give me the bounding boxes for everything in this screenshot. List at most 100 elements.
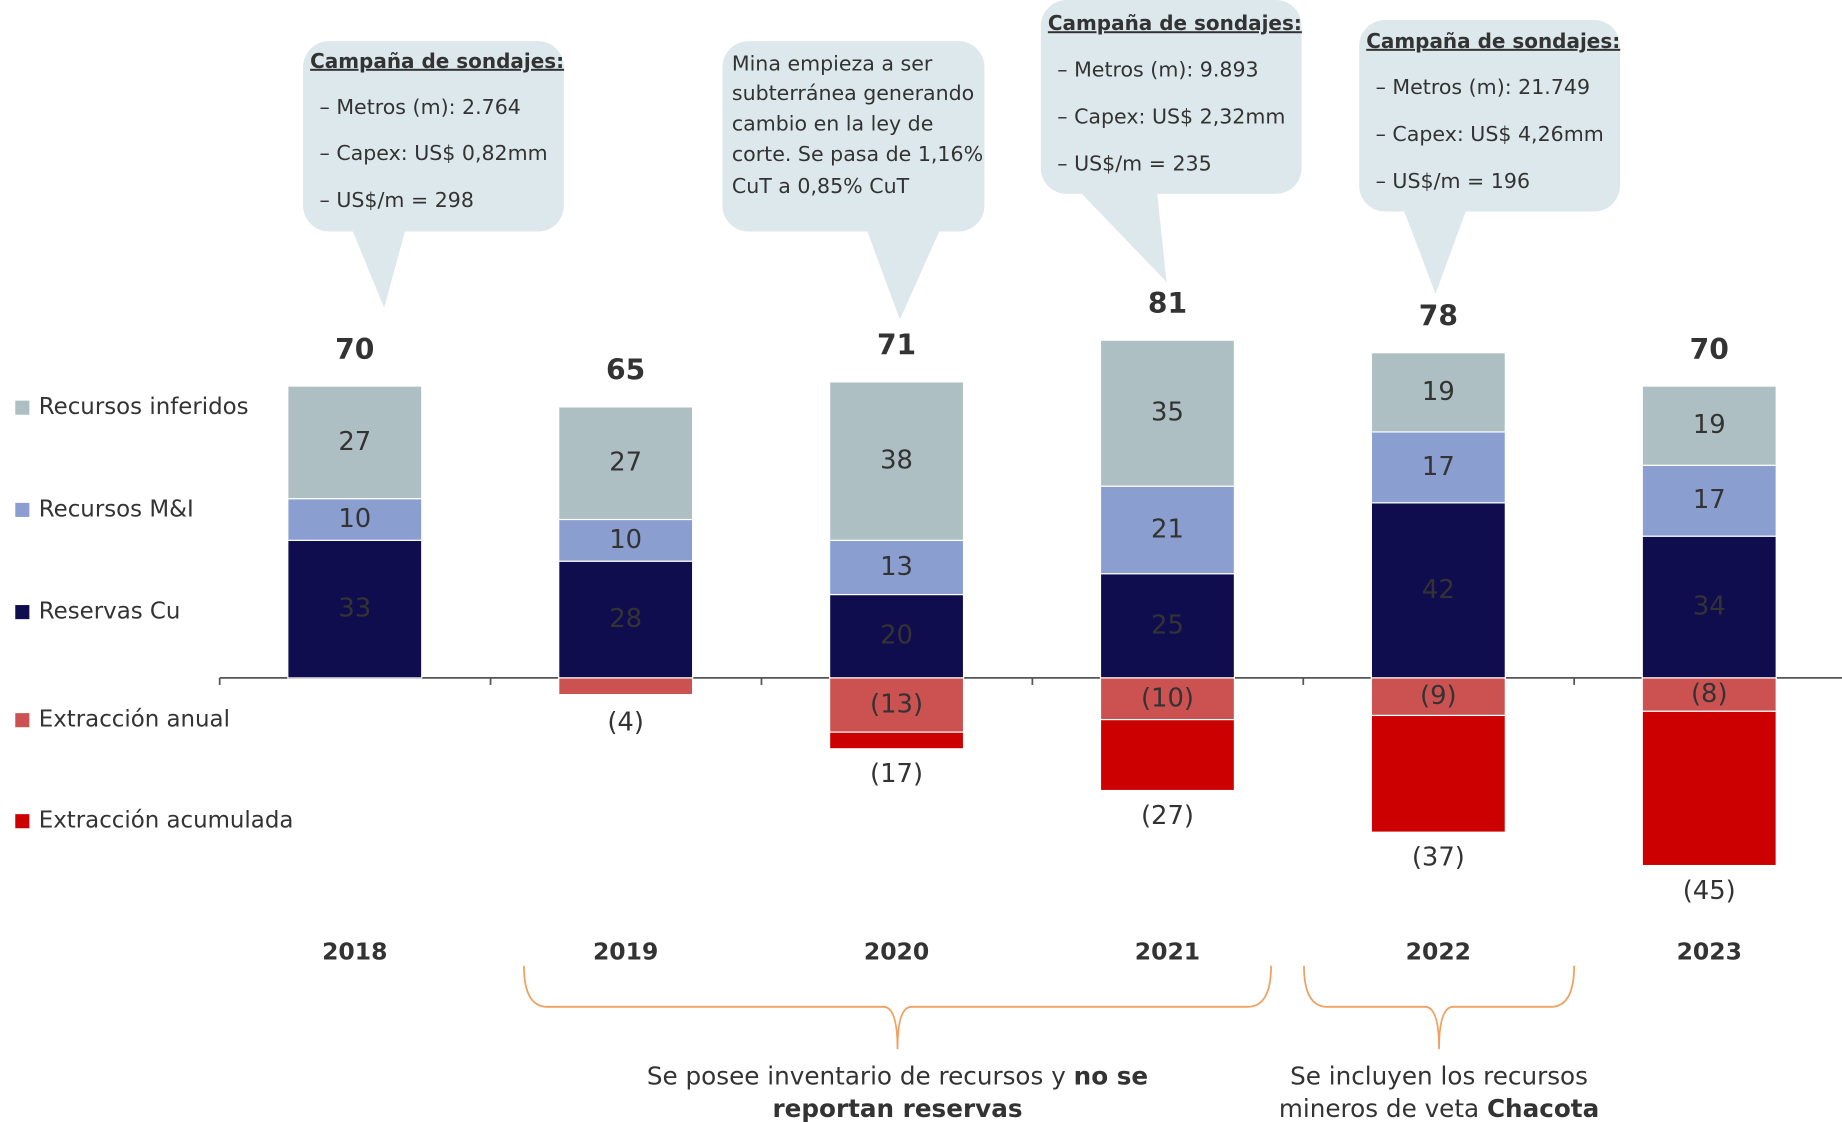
callout-line: – Capex: US$ 4,26mm [1376, 122, 1604, 146]
bar-segment [558, 518, 694, 562]
bracket-text: reportan reservas [772, 1094, 1022, 1122]
segment-label: 38 [880, 446, 913, 476]
segment-label: 21 [1151, 514, 1184, 544]
legend-label: Reservas Cu [39, 599, 181, 625]
callout-line: CuT a 0,85% CuT [732, 174, 910, 198]
bar-segment [1370, 502, 1506, 679]
bar-segment [1370, 352, 1506, 433]
segment-label: (8) [1691, 679, 1728, 709]
segment-label: (13) [870, 690, 923, 720]
segment-label: 42 [1422, 575, 1455, 605]
total-label: 70 [1690, 333, 1729, 366]
legend-swatch [15, 713, 30, 728]
legend-label: Extracción acumulada [39, 808, 294, 834]
segment-label: 35 [1151, 398, 1184, 428]
callout-tail [1080, 192, 1167, 282]
segment-label: 33 [338, 594, 371, 624]
negative-total-label: (45) [1683, 876, 1736, 906]
segment-label: 20 [880, 621, 913, 651]
callout-box [722, 41, 985, 232]
negative-total-label: (17) [870, 759, 923, 789]
legend-swatch [15, 502, 30, 517]
legend-label: Recursos inferidos [39, 394, 249, 420]
bracket-text: Se posee inventario de recursos y no se [647, 1061, 1148, 1090]
callout-line: corte. Se pasa de 1,16% [732, 142, 983, 166]
bar-segment [829, 677, 965, 733]
callout-line: – Metros (m): 9.893 [1057, 58, 1258, 82]
callout-tail [352, 230, 406, 308]
total-label: 70 [335, 333, 374, 366]
callout-line: – Capex: US$ 0,82mm [320, 141, 548, 165]
total-label: 71 [877, 329, 916, 362]
bar-segment [1099, 339, 1236, 487]
bar-segment [1370, 431, 1506, 504]
bracket-text: mineros de veta Chacota [1279, 1094, 1599, 1122]
x-tick-label: 2019 [593, 937, 658, 965]
segment-label: (4) [607, 707, 644, 737]
x-tick-label: 2020 [864, 937, 929, 965]
bar-segment [1641, 710, 1777, 867]
bar-segment [1641, 385, 1777, 466]
segment-label: (9) [1420, 681, 1457, 711]
bar-segment [829, 381, 965, 541]
segment-label: 19 [1693, 410, 1726, 440]
total-label: 78 [1419, 299, 1458, 332]
callout-line: – Metros (m): 21.749 [1376, 75, 1590, 99]
segment-label: 10 [338, 504, 371, 534]
callout-title: Campaña de sondajes: [1048, 11, 1302, 35]
callout-line: – Capex: US$ 2,32mm [1057, 105, 1285, 129]
segment-label: 25 [1151, 610, 1184, 640]
callout-line: Mina empieza a ser [732, 52, 933, 76]
legend-swatch [15, 814, 30, 829]
bracket [1303, 965, 1576, 1050]
segment-label: 34 [1693, 592, 1726, 622]
total-label: 81 [1148, 287, 1187, 320]
callout-title: Campaña de sondajes: [1366, 29, 1620, 53]
callout-line: – US$/m = 235 [1057, 152, 1211, 176]
callout-title: Campaña de sondajes: [310, 49, 564, 73]
x-tick-label: 2018 [322, 937, 387, 965]
bar-segment [1099, 485, 1236, 575]
bar-segment [1370, 714, 1506, 833]
segment-label: 27 [338, 427, 371, 457]
bracket-text-part: reportan reservas [772, 1094, 1022, 1122]
callout-line: subterránea generando [732, 81, 974, 105]
callout-tail [866, 230, 940, 320]
segment-label: 10 [609, 525, 642, 555]
bar-segment [1099, 677, 1236, 721]
bar-segment [829, 539, 965, 596]
x-tick-label: 2023 [1677, 937, 1742, 965]
bar-segment [1099, 719, 1236, 792]
bar-segment [1641, 464, 1777, 537]
legend-swatch [15, 400, 30, 415]
bracket-text-part: Se posee inventario de recursos y [647, 1061, 1074, 1090]
callout-line: cambio en la ley de [732, 112, 934, 136]
callout-box [303, 41, 564, 232]
segment-label: (10) [1141, 683, 1194, 713]
callout-line: – Metros (m): 2.764 [320, 95, 521, 119]
callout-box [1359, 20, 1620, 212]
bar-segment [1641, 535, 1777, 679]
bracket-text: Se incluyen los recursos [1290, 1061, 1588, 1090]
segment-label: 17 [1693, 485, 1726, 515]
bracket [523, 965, 1272, 1050]
segment-label: 19 [1422, 377, 1455, 407]
bar-segment [558, 406, 694, 521]
legend-label: Recursos M&I [39, 496, 194, 522]
bar-segment [829, 731, 965, 750]
x-tick-label: 2021 [1135, 937, 1200, 965]
bracket-text-part: Se incluyen los recursos [1290, 1061, 1588, 1090]
callout-line: – US$/m = 196 [1376, 169, 1530, 193]
callout-tail [1403, 210, 1467, 294]
total-label: 65 [606, 354, 645, 387]
x-tick-label: 2022 [1406, 937, 1471, 965]
negative-total-label: (37) [1412, 843, 1465, 873]
bar-segment [558, 677, 694, 696]
segment-label: 28 [609, 604, 642, 634]
bracket-text-part: Chacota [1487, 1094, 1599, 1122]
bar-segment [287, 385, 423, 500]
legend-swatch [15, 605, 30, 620]
bracket-text-part: mineros de veta [1279, 1094, 1487, 1122]
callout-line: – US$/m = 298 [320, 188, 474, 212]
